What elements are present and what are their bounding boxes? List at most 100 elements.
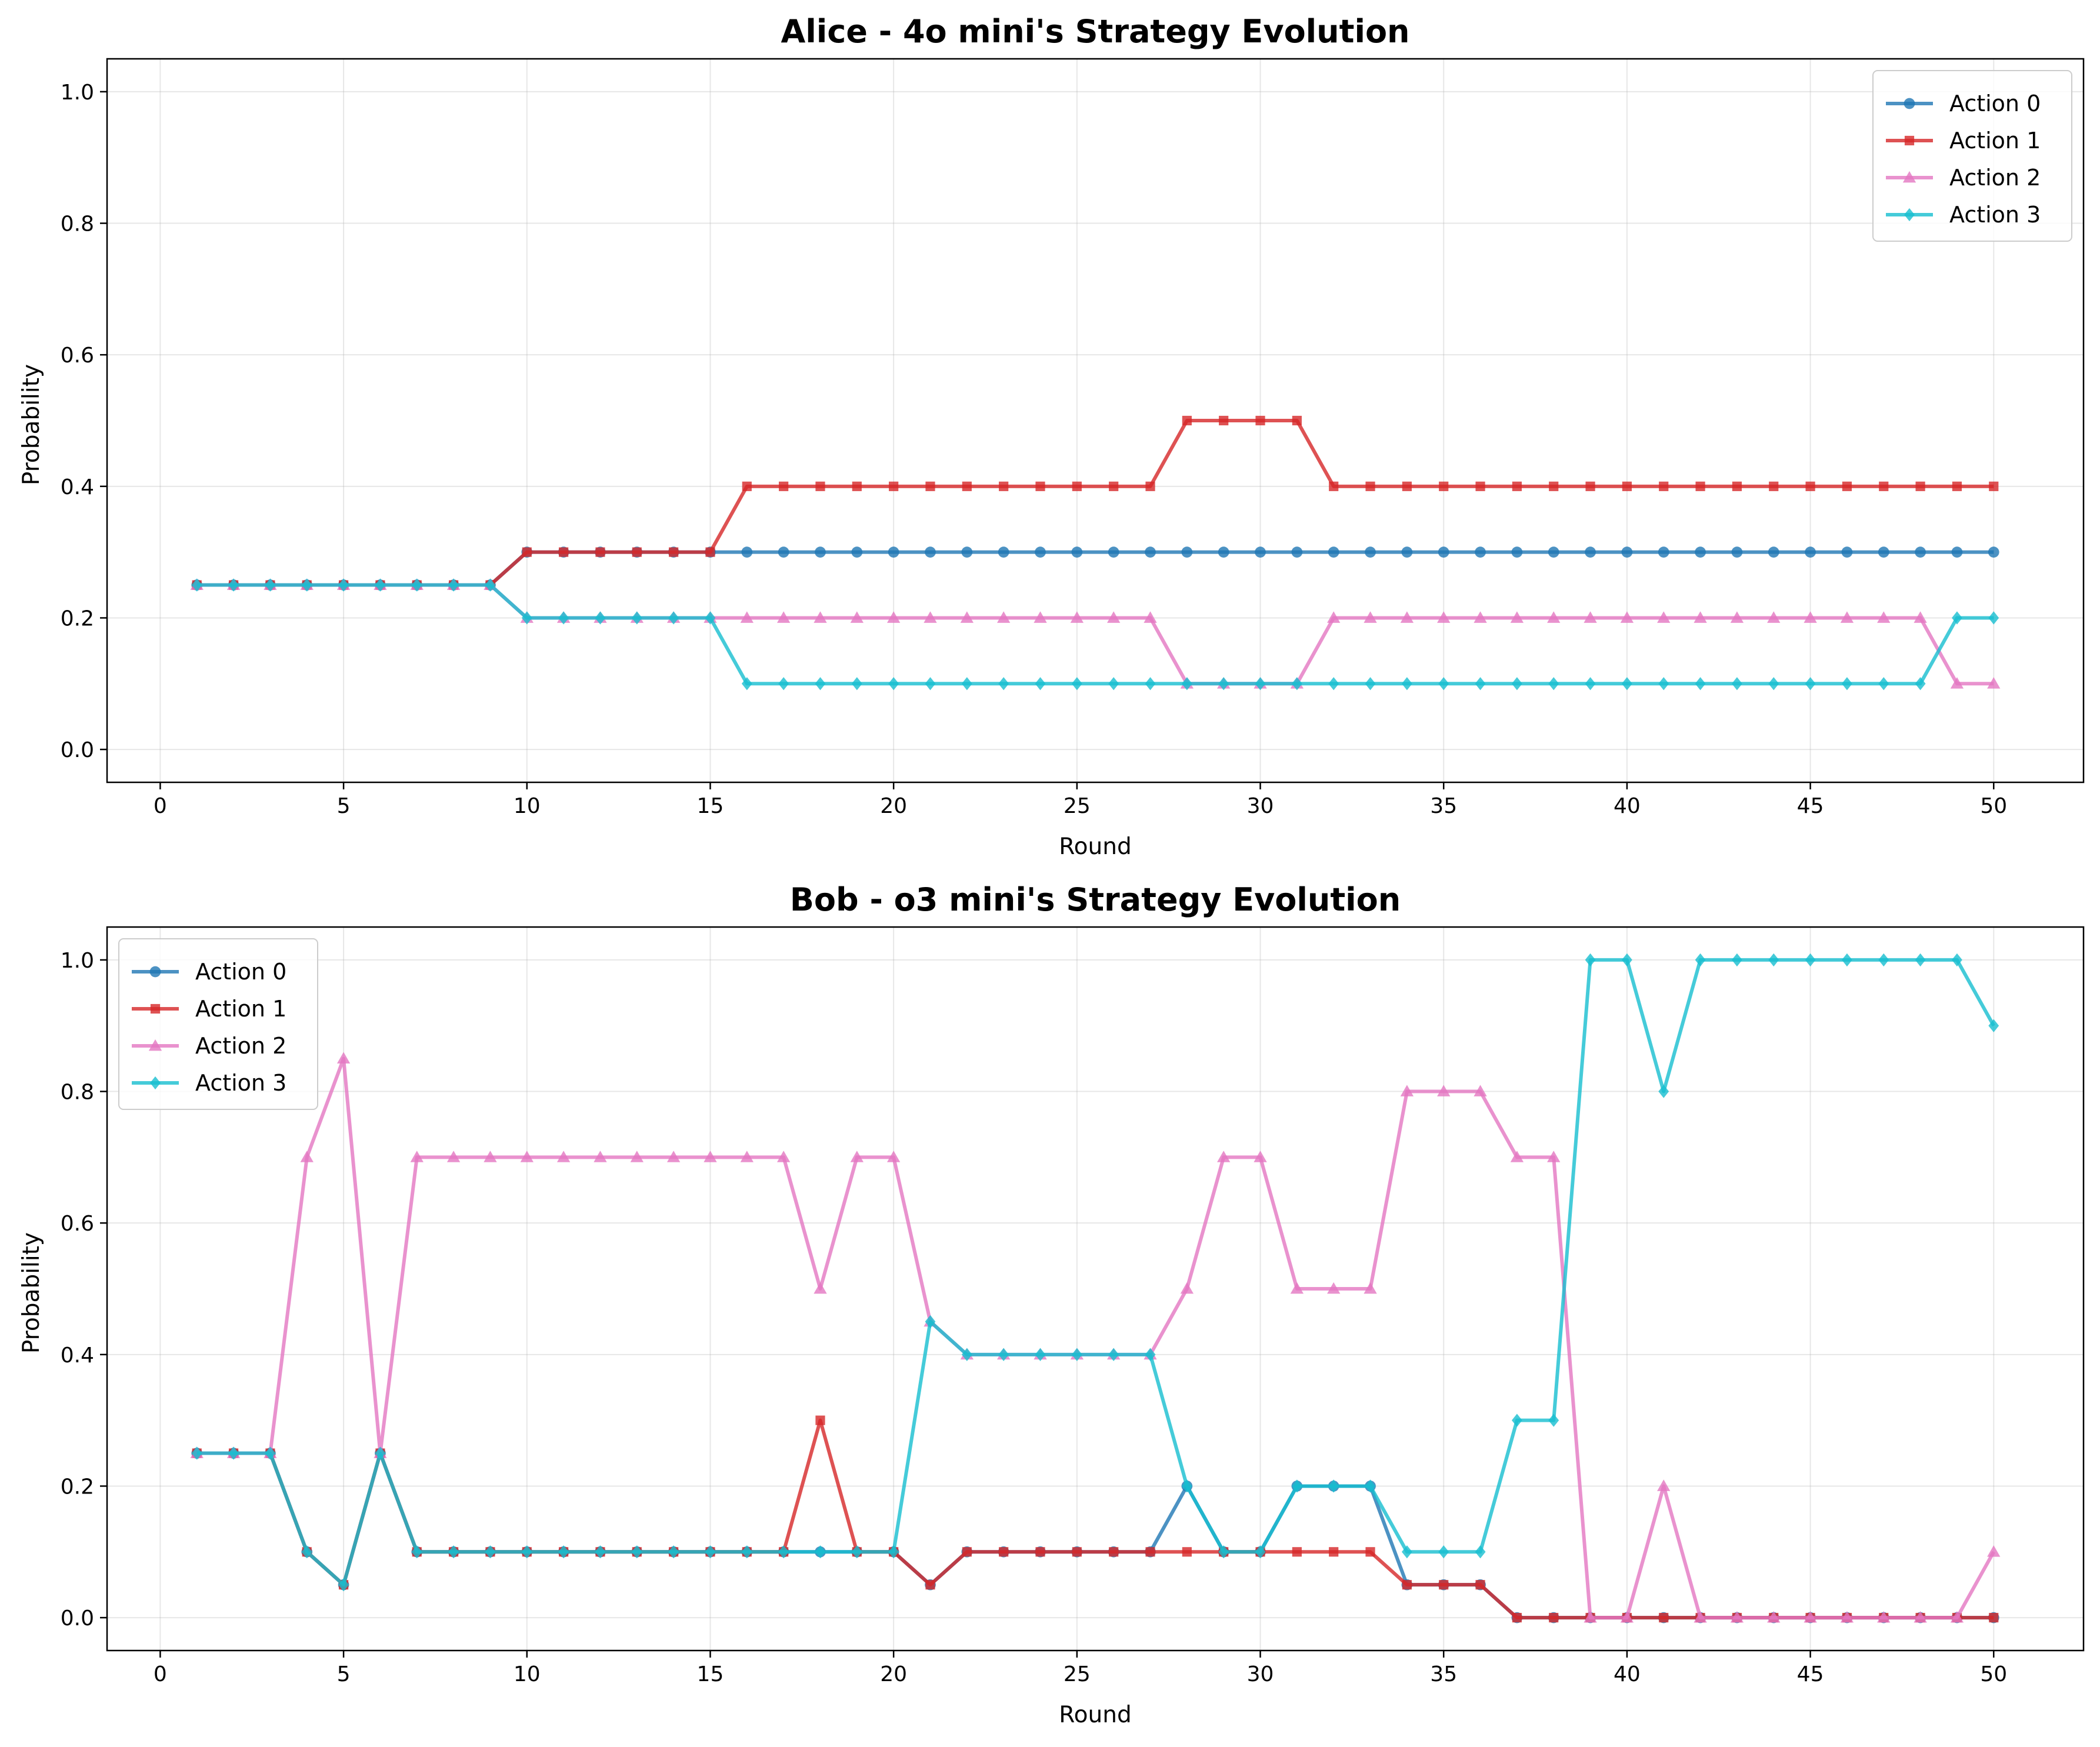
data-point xyxy=(1989,1612,1999,1623)
data-point xyxy=(521,1545,532,1559)
data-point xyxy=(1548,1413,1559,1427)
data-point xyxy=(925,481,935,491)
data-point xyxy=(1439,1580,1449,1590)
data-point xyxy=(1547,611,1561,623)
x-tick-label: 25 xyxy=(1064,794,1091,818)
x-tick-label: 30 xyxy=(1247,1662,1274,1686)
data-point xyxy=(558,1545,569,1559)
legend-label: Action 0 xyxy=(1949,91,2041,116)
data-point xyxy=(852,481,862,491)
data-point xyxy=(1071,1348,1082,1361)
data-point xyxy=(1840,1611,1854,1623)
data-point xyxy=(1767,1611,1781,1623)
legend-label: Action 2 xyxy=(1949,165,2041,191)
data-point xyxy=(1730,1611,1744,1623)
data-point xyxy=(1952,953,1962,967)
series-line xyxy=(196,958,1995,1587)
x-tick-label: 0 xyxy=(154,794,167,818)
data-point xyxy=(301,578,312,592)
data-point xyxy=(1401,1545,1412,1559)
data-point xyxy=(741,1545,752,1559)
data-point xyxy=(1071,677,1082,691)
data-point xyxy=(228,578,239,592)
data-point xyxy=(265,1446,276,1460)
data-point xyxy=(149,966,161,978)
legend-swatch-marker xyxy=(149,966,161,978)
data-point xyxy=(961,546,973,558)
data-point xyxy=(1292,415,1302,426)
y-tick-label: 0.0 xyxy=(61,1606,94,1631)
legend-box xyxy=(118,938,318,1110)
x-tick-label: 5 xyxy=(337,794,351,818)
data-point xyxy=(961,677,972,691)
data-point xyxy=(1181,677,1192,691)
data-point xyxy=(815,677,826,691)
x-tick-label: 25 xyxy=(1064,1662,1091,1686)
data-point xyxy=(886,1151,901,1162)
data-point xyxy=(1181,1479,1192,1493)
data-point xyxy=(336,1052,351,1064)
x-tick-label: 45 xyxy=(1797,794,1824,818)
legend-label: Action 3 xyxy=(1949,202,2041,228)
data-point xyxy=(1109,1547,1119,1557)
data-point xyxy=(1475,546,1486,558)
data-point xyxy=(998,546,1009,558)
data-point xyxy=(1475,481,1485,491)
data-point xyxy=(1988,1019,1999,1032)
data-point xyxy=(1657,611,1671,623)
data-point xyxy=(1658,546,1669,558)
data-point xyxy=(1621,677,1632,691)
data-point xyxy=(1695,481,1705,491)
data-point xyxy=(1035,1547,1045,1557)
data-point xyxy=(851,677,862,691)
data-point xyxy=(191,1446,202,1460)
data-point xyxy=(1475,1580,1485,1590)
legend: Action 0 Action 1 Action 2 Action 3 xyxy=(118,938,318,1110)
data-point xyxy=(558,611,569,625)
data-point xyxy=(1950,677,1964,689)
data-point xyxy=(1841,546,1853,558)
x-tick-label: 40 xyxy=(1614,794,1641,818)
data-point xyxy=(1365,677,1376,691)
data-point xyxy=(850,1151,864,1162)
y-ticks: 0.0 0.2 0.4 0.6 0.8 1.0 xyxy=(61,81,107,762)
data-point xyxy=(815,1545,826,1559)
data-point xyxy=(851,546,863,558)
data-point xyxy=(1842,481,1852,491)
data-point xyxy=(630,1151,644,1162)
data-point xyxy=(631,611,642,625)
data-point xyxy=(1767,611,1781,623)
data-point xyxy=(1878,953,1889,967)
data-point xyxy=(631,1545,642,1559)
data-point xyxy=(1731,953,1742,967)
y-tick-label: 0.6 xyxy=(61,344,94,368)
legend-label: Action 3 xyxy=(195,1070,286,1096)
data-point xyxy=(1108,677,1119,691)
data-point xyxy=(1255,415,1265,426)
data-point xyxy=(1035,677,1046,691)
data-point xyxy=(889,481,899,491)
data-point xyxy=(1620,1611,1634,1623)
x-axis-label: Round xyxy=(1059,1702,1131,1728)
legend-entry: Action 1 xyxy=(132,996,286,1022)
x-tick-label: 50 xyxy=(1980,794,2007,818)
x-tick-label: 35 xyxy=(1430,1662,1457,1686)
data-point xyxy=(888,677,899,691)
data-point xyxy=(1549,481,1559,491)
legend-label: Action 1 xyxy=(1949,128,2041,154)
data-point xyxy=(666,1151,681,1162)
data-point xyxy=(1145,677,1156,691)
legend-entry: Action 0 xyxy=(132,959,286,985)
data-point xyxy=(740,611,754,623)
data-point xyxy=(1659,481,1669,491)
x-tick-label: 35 xyxy=(1430,794,1457,818)
data-point xyxy=(888,1545,899,1559)
data-point xyxy=(1145,1547,1155,1557)
data-point xyxy=(1181,546,1193,558)
data-point xyxy=(1182,1547,1192,1557)
data-point xyxy=(1804,611,1817,623)
data-point xyxy=(1145,546,1156,558)
data-point xyxy=(1987,677,2001,689)
data-point xyxy=(1804,1611,1817,1623)
data-point xyxy=(1327,611,1341,623)
